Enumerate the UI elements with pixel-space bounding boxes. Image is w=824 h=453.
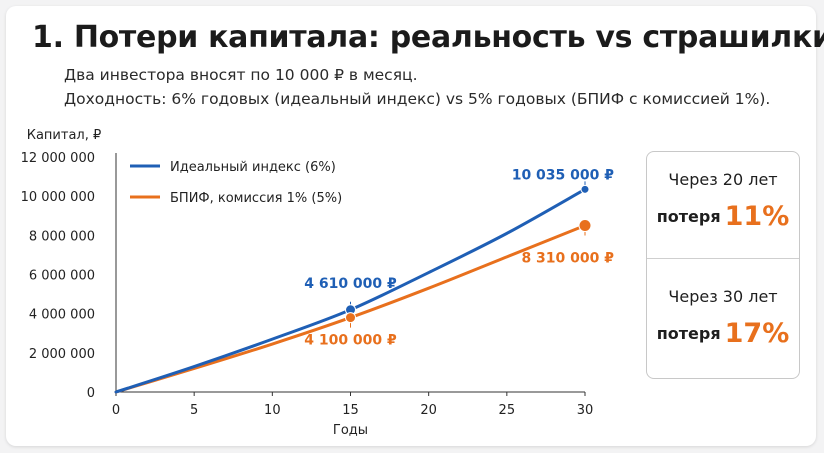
subtitle-line-1: Два инвестора вносят по 10 000 ₽ в месяц… — [64, 66, 418, 84]
x-tick-label: 0 — [112, 403, 120, 418]
data-label-0: 4 610 000 ₽ — [304, 276, 397, 292]
x-axis-title: Годы — [333, 423, 368, 438]
x-tick-label: 20 — [420, 403, 437, 418]
legend-label-0: Идеальный индекс (6%) — [170, 160, 336, 175]
y-tick-label: 2 000 000 — [29, 347, 95, 362]
summary-30-heading: Через 30 лет — [668, 287, 778, 306]
summary-30-loss-value: 17% — [724, 318, 790, 349]
data-point-2 — [580, 184, 590, 194]
summary-20-years: Через 20 лет потеря 11% — [647, 170, 799, 232]
slide-title: 1. Потери капитала: реальность vs страши… — [32, 20, 824, 55]
subtitle-line-2: Доходность: 6% годовых (идеальный индекс… — [64, 90, 771, 108]
y-tick-label: 12 000 000 — [21, 151, 95, 166]
x-tick-label: 10 — [264, 403, 281, 418]
summary-30-loss-label: потеря — [656, 324, 721, 343]
y-axis-title: Капитал, ₽ — [27, 128, 102, 143]
summary-20-loss-label: потеря — [656, 207, 721, 226]
summary-30-years: Через 30 лет потеря 17% — [647, 287, 799, 349]
summary-20-loss-value: 11% — [724, 201, 790, 232]
y-tick-label: 10 000 000 — [21, 190, 95, 205]
legend-label-1: БПИФ, комиссия 1% (5%) — [170, 191, 342, 206]
loss-summary-panel: Через 20 лет потеря 11% Через 30 лет поте… — [646, 151, 800, 379]
y-tick-label: 4 000 000 — [29, 308, 95, 323]
summary-20-heading: Через 20 лет — [668, 170, 778, 189]
y-tick-label: 0 — [87, 386, 95, 401]
data-point-3 — [578, 219, 592, 233]
summary-divider — [647, 258, 799, 259]
x-tick-label: 25 — [499, 403, 516, 418]
y-tick-label: 8 000 000 — [29, 229, 95, 244]
data-label-2: 10 035 000 ₽ — [512, 167, 615, 183]
y-tick-label: 6 000 000 — [29, 269, 95, 284]
x-tick-label: 30 — [577, 403, 594, 418]
data-label-3: 8 310 000 ₽ — [521, 251, 614, 267]
x-tick-label: 15 — [342, 403, 359, 418]
x-tick-label: 5 — [190, 403, 198, 418]
data-label-1: 4 100 000 ₽ — [304, 333, 397, 349]
data-point-1 — [345, 312, 356, 324]
